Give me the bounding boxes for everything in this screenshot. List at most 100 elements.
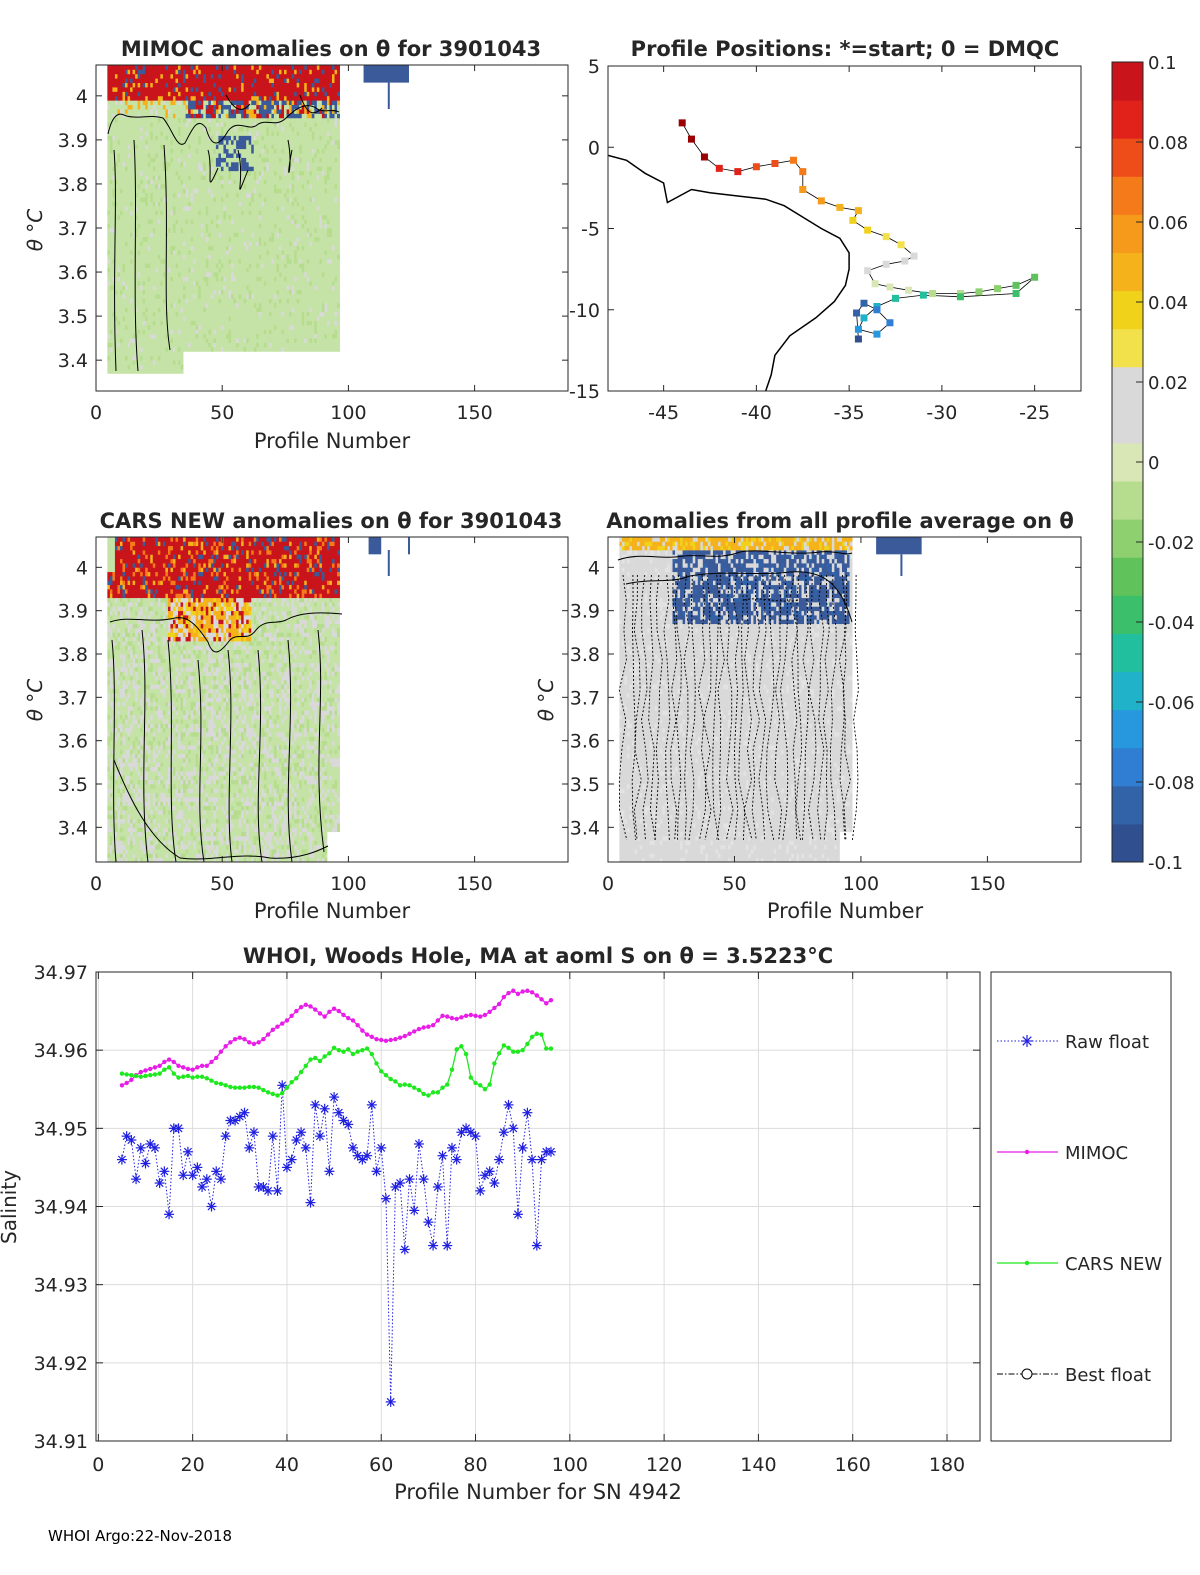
anomaly-cell: [183, 87, 187, 92]
anomaly-cell: [253, 148, 257, 154]
anomaly-cell: [147, 320, 151, 326]
anomaly-cell: [294, 311, 298, 317]
anomaly-cell: [170, 245, 174, 251]
anomaly-cell: [284, 311, 287, 317]
anomaly-cell: [157, 122, 161, 128]
anomaly-cell: [185, 250, 189, 255]
anomaly-cell: [155, 117, 159, 123]
anomaly-cell: [178, 170, 181, 176]
anomaly-cell: [271, 78, 275, 84]
anomaly-cell: [278, 153, 282, 158]
anomaly-cell: [261, 298, 265, 304]
anomaly-cell: [172, 139, 176, 145]
anomaly-cell: [195, 73, 199, 79]
anomaly-cell: [236, 342, 240, 348]
anomaly-cell: [162, 346, 166, 352]
anomaly-cell: [119, 122, 123, 128]
anomaly-cell: [152, 117, 156, 123]
anomaly-cell: [150, 285, 154, 291]
anomaly-cell: [172, 298, 176, 304]
anomaly-cell: [268, 122, 272, 128]
anomaly-cell: [281, 166, 285, 172]
anomaly-cell: [246, 254, 250, 260]
anomaly-cell: [243, 201, 247, 207]
anomaly-cell: [112, 298, 116, 304]
anomaly-cell: [117, 346, 121, 352]
anomaly-cell: [170, 65, 174, 70]
anomaly-cell: [193, 109, 197, 114]
anomaly-cell: [170, 267, 174, 273]
anomaly-cell: [246, 175, 250, 180]
anomaly-cell: [165, 82, 169, 88]
anomaly-cell: [147, 157, 151, 163]
anomaly-cell: [145, 214, 149, 220]
anomaly-cell: [273, 241, 277, 247]
anomaly-cell: [273, 197, 277, 202]
anomaly-cell: [112, 333, 116, 339]
anomaly-cell: [142, 324, 146, 330]
anomaly-cell: [114, 329, 118, 335]
anomaly-cell: [200, 329, 204, 335]
anomaly-cell: [140, 236, 144, 242]
anomaly-cell: [200, 157, 204, 163]
anomaly-cell: [165, 333, 169, 339]
anomaly-cell: [261, 267, 265, 273]
anomaly-cell: [145, 263, 149, 269]
anomaly-cell: [178, 219, 181, 224]
anomaly-cell: [147, 179, 151, 185]
anomaly-cell: [125, 320, 128, 326]
anomaly-cell: [114, 175, 118, 180]
anomaly-cell: [273, 109, 277, 114]
anomaly-cell: [122, 360, 126, 365]
anomaly-cell: [233, 302, 237, 308]
anomaly-cell: [266, 329, 270, 335]
anomaly-cell: [203, 267, 207, 273]
anomaly-cell: [203, 320, 207, 326]
anomaly-cell: [220, 148, 224, 154]
anomaly-cell: [117, 117, 121, 123]
anomaly-cell: [140, 276, 144, 282]
anomaly-cell: [198, 219, 202, 224]
anomaly-cell: [188, 298, 192, 304]
anomaly-cell: [289, 188, 293, 194]
anomaly-cell: [218, 276, 222, 282]
anomaly-cell: [225, 87, 229, 92]
anomaly-cell: [195, 276, 199, 282]
anomaly-cell: [246, 87, 250, 92]
anomaly-cell: [132, 192, 136, 198]
anomaly-cell: [180, 197, 184, 202]
anomaly-cell: [271, 276, 275, 282]
anomaly-cell: [193, 294, 197, 299]
anomaly-cell: [122, 338, 126, 343]
anomaly-cell: [112, 263, 116, 269]
anomaly-cell: [107, 179, 111, 185]
anomaly-cell: [215, 280, 219, 286]
anomaly-cell: [266, 65, 270, 70]
anomaly-cell: [165, 87, 169, 92]
anomaly-cell: [261, 214, 265, 220]
anomaly-cell: [107, 148, 111, 154]
anomaly-cell: [258, 311, 262, 317]
anomaly-cell: [203, 183, 207, 189]
anomaly-cell: [145, 197, 149, 202]
anomaly-cell: [198, 254, 202, 260]
anomaly-cell: [213, 214, 217, 220]
anomaly-cell: [198, 87, 202, 92]
anomaly-cell: [167, 170, 171, 176]
anomaly-cell: [236, 131, 240, 136]
anomaly-cell: [258, 117, 262, 123]
anomaly-cell: [175, 289, 179, 295]
anomaly-cell: [291, 245, 295, 251]
anomaly-cell: [107, 100, 111, 106]
anomaly-cell: [205, 179, 209, 185]
anomaly-cell: [223, 126, 227, 132]
anomaly-cell: [127, 109, 131, 114]
anomaly-cell: [210, 320, 214, 326]
anomaly-cell: [125, 294, 128, 299]
anomaly-cell: [190, 87, 194, 92]
anomaly-cell: [107, 298, 111, 304]
anomaly-cell: [117, 302, 121, 308]
anomaly-cell: [289, 104, 293, 110]
anomaly-cell: [185, 69, 189, 75]
anomaly-cell: [251, 153, 255, 158]
